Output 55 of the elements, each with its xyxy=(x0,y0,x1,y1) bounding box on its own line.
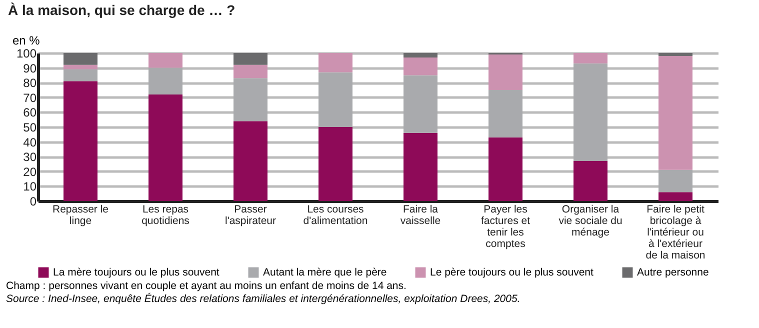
y-tick-label: 0 xyxy=(30,194,37,208)
legend-label: La mère toujours ou le plus souvent xyxy=(53,266,220,278)
bar xyxy=(658,56,692,170)
y-tick-label: 40 xyxy=(23,135,37,150)
x-tick-label: Faire le petit bricolage à l'intérieur ou à l'extérieur de la maison xyxy=(646,204,706,262)
y-tick-label: 10 xyxy=(23,180,37,194)
bar xyxy=(488,137,522,201)
x-tick-label: Faire la vaisselle xyxy=(400,204,441,227)
y-tick-label: 20 xyxy=(23,164,37,179)
legend-label: Autant la mère que le père xyxy=(263,266,387,278)
x-tick-label: Les courses d'alimentation xyxy=(303,204,368,227)
bar xyxy=(148,53,182,68)
bar xyxy=(658,170,692,192)
bar xyxy=(658,53,692,56)
y-tick-label: 60 xyxy=(23,106,37,120)
legend-label: Autre personne xyxy=(637,266,709,278)
bar xyxy=(318,72,352,127)
y-axis-title: en % xyxy=(12,34,40,48)
bar xyxy=(234,53,268,65)
y-tick-label: 100 xyxy=(16,46,37,60)
bar xyxy=(404,57,438,76)
legend-label: Le père toujours ou le plus souvent xyxy=(430,266,594,278)
y-tick-label: 50 xyxy=(23,120,37,134)
bar xyxy=(64,64,98,70)
y-tick-label: 80 xyxy=(23,76,37,90)
y-tick-label: 70 xyxy=(23,90,37,105)
bar xyxy=(64,69,98,82)
x-tick-label: Repasser le linge xyxy=(52,204,109,227)
bar xyxy=(148,94,182,201)
bar xyxy=(404,75,438,133)
x-tick-label: Les repas quotidiens xyxy=(142,204,190,227)
bar xyxy=(64,53,98,65)
bar xyxy=(234,64,268,78)
bar xyxy=(234,78,268,122)
bar xyxy=(574,63,608,162)
bar xyxy=(318,127,352,201)
bar xyxy=(488,54,522,90)
bar xyxy=(574,53,608,64)
bar xyxy=(318,53,352,72)
bar xyxy=(574,161,608,201)
text: Champ : personnes vivant en couple et ayant au moins un enfant de moins de 14 ans. xyxy=(6,280,408,292)
bar xyxy=(404,132,438,201)
x-tick-label: Passer l'aspirateur xyxy=(224,204,277,227)
y-tick-label: 90 xyxy=(23,61,37,76)
bar xyxy=(148,68,182,94)
source-note: Source : Ined-Insee, enquête Études des relations familiales et intergénérationnelles, exploitation Drees, 2005. xyxy=(6,293,522,306)
x-tick-label: Organiser la vie sociale du ménage xyxy=(558,204,622,238)
bar xyxy=(488,90,522,138)
chart-title: À la maison, qui se charge de … ? xyxy=(8,2,236,18)
bar xyxy=(658,192,692,201)
bar xyxy=(234,121,268,201)
bar xyxy=(64,81,98,201)
bar xyxy=(404,53,438,58)
y-tick-label: 30 xyxy=(23,150,37,164)
x-tick-label: Payer les factures et tenir les comptes xyxy=(480,204,530,250)
